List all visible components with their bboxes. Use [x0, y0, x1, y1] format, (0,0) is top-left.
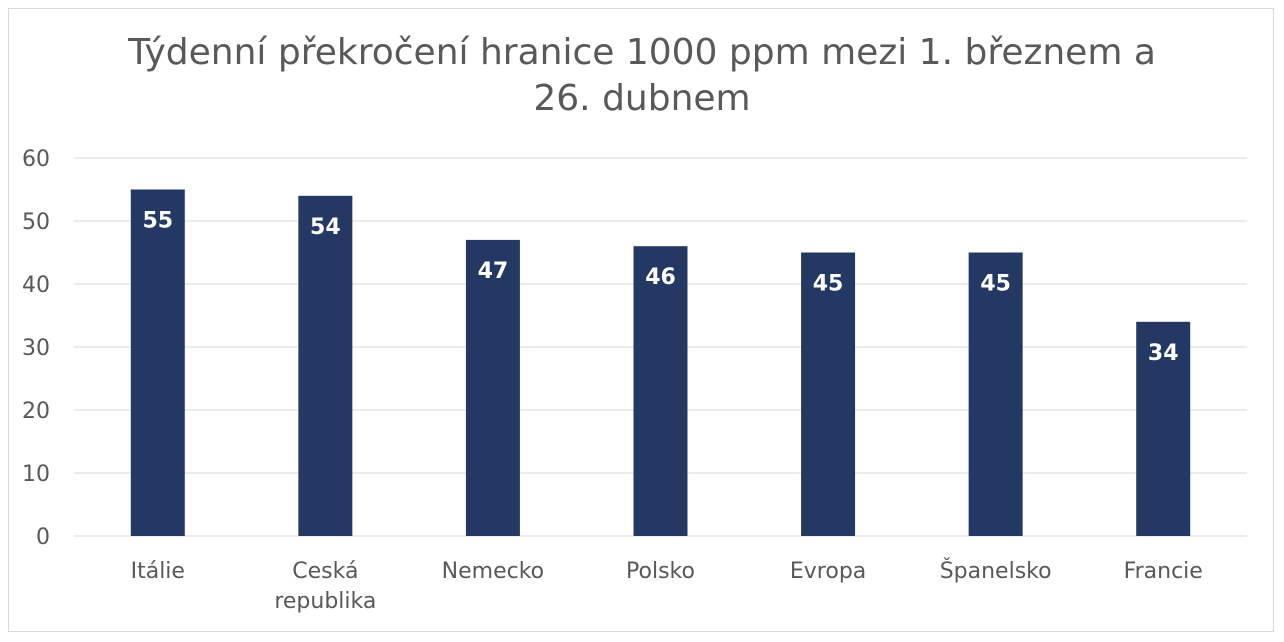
y-axis-tick-labels: 0 10 20 30 40 50 60	[22, 147, 50, 550]
y-tick-label: 20	[22, 399, 50, 424]
bar	[1136, 321, 1191, 536]
y-tick-label: 30	[22, 336, 50, 361]
category-label: Itálie	[131, 559, 185, 584]
y-tick-label: 10	[22, 462, 50, 487]
bars	[130, 189, 1191, 537]
bar	[130, 189, 185, 536]
data-label: 54	[310, 215, 341, 240]
bar	[633, 246, 688, 536]
y-tick-label: 50	[22, 210, 50, 235]
data-label: 46	[645, 265, 676, 290]
category-label: Ceská	[292, 559, 358, 584]
chart-title-line-2: 26. dubnem	[533, 78, 751, 119]
data-label: 45	[980, 272, 1011, 297]
category-label: Francie	[1124, 559, 1203, 584]
data-label: 55	[142, 209, 173, 234]
bar	[968, 252, 1023, 536]
bar	[465, 239, 520, 536]
bar	[298, 195, 353, 537]
chart-title-line-1: Týdenní překročení hranice 1000 ppm mezi…	[128, 32, 1156, 73]
category-label: republika	[274, 589, 376, 614]
data-label: 47	[478, 259, 509, 284]
category-label: Nemecko	[442, 559, 544, 584]
category-label: Španelsko	[940, 558, 1052, 584]
y-tick-label: 0	[36, 525, 50, 550]
category-label: Evropa	[790, 559, 866, 584]
chart-title: Týdenní překročení hranice 1000 ppm mezi…	[0, 30, 1284, 122]
y-tick-label: 40	[22, 273, 50, 298]
data-label: 45	[813, 272, 844, 297]
y-tick-label: 60	[22, 147, 50, 172]
category-label: Polsko	[626, 559, 695, 584]
x-axis-category-labels: Itálie Ceská republika Nemecko Polsko Evropa Š…	[131, 558, 1203, 614]
data-label: 34	[1148, 341, 1179, 366]
data-labels: 55 54 47 46 45 45 34	[142, 209, 1178, 366]
bar	[801, 252, 856, 536]
